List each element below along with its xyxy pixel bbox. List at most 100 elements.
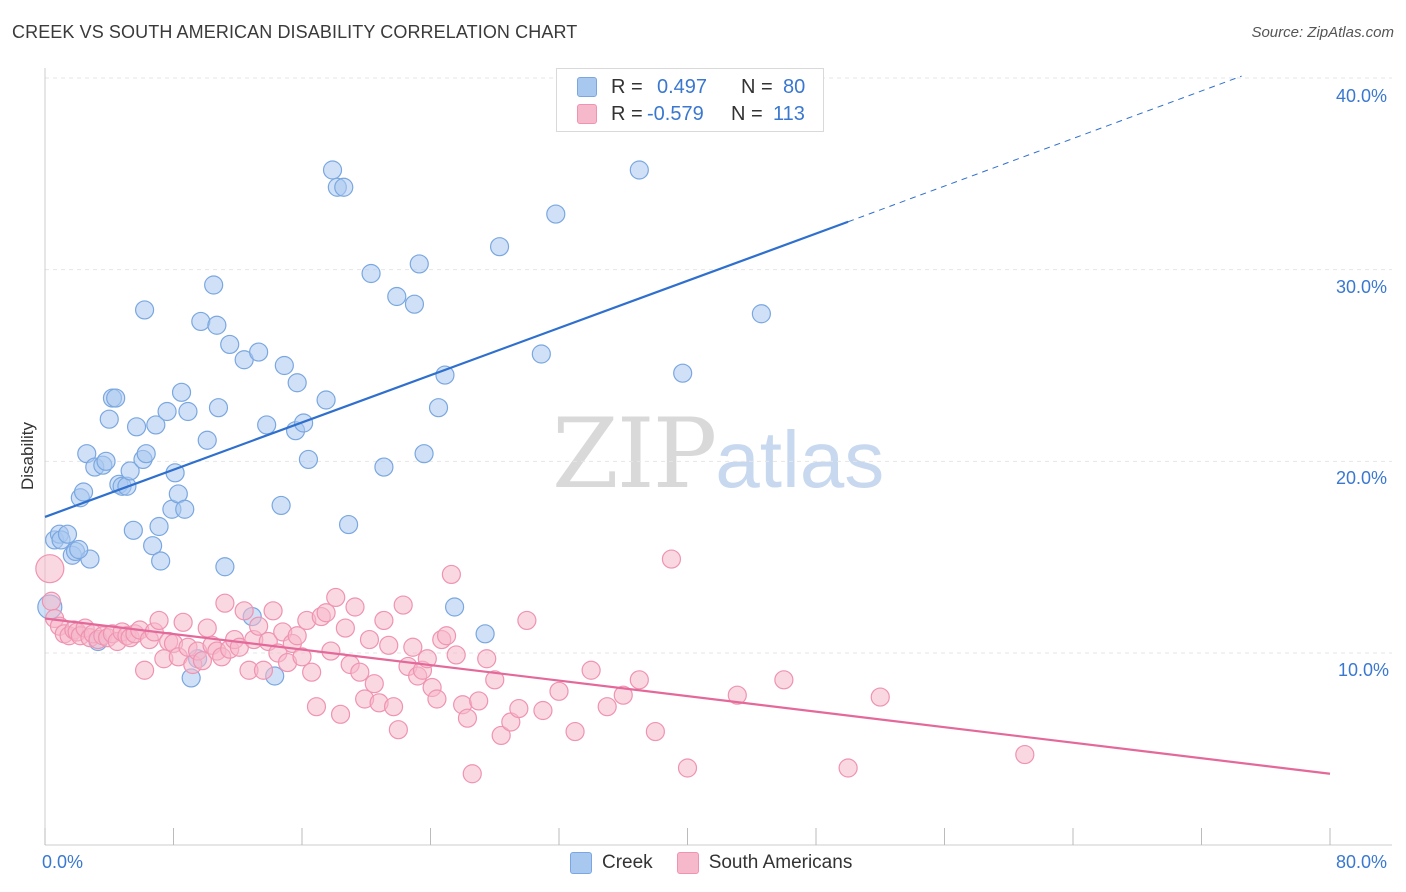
south-american-point (249, 616, 269, 636)
south-american-point (41, 591, 62, 611)
south-american-point (374, 610, 394, 631)
creek-point (298, 449, 319, 470)
creek-point (249, 342, 269, 362)
creek-point (123, 520, 143, 540)
watermark: ZIPatlas (552, 398, 884, 510)
south-american-point (597, 697, 617, 717)
creek-point (106, 388, 126, 408)
south-american-point (345, 597, 365, 617)
chart-source: Source: ZipAtlas.com (1251, 24, 1394, 41)
creek-point (204, 275, 224, 295)
south-american-point (335, 618, 355, 638)
creek-point (143, 536, 163, 556)
south-american-point (383, 697, 404, 717)
south-american-point (234, 601, 254, 621)
south-american-point (1015, 744, 1035, 765)
creek-point (99, 409, 119, 429)
watermark-atlas: atlas (715, 415, 885, 504)
south-american-point (263, 601, 283, 621)
south-american-point (485, 670, 505, 690)
creek-point (673, 363, 693, 383)
y-tick-label: 40.0% (1336, 86, 1388, 106)
creek-point (489, 237, 510, 257)
creek-point (178, 401, 198, 422)
creek-point (191, 311, 211, 332)
south-american-point (457, 708, 478, 728)
legend-label-creek: Creek (602, 852, 653, 873)
creek-point (404, 294, 425, 314)
south-american-point (316, 603, 336, 623)
creek-point (207, 315, 227, 335)
r-value: 0.497 (657, 75, 708, 98)
south-american-point (517, 610, 537, 631)
r-label: R = (611, 102, 643, 125)
south-american-point (287, 626, 307, 646)
creek-point (322, 160, 343, 180)
south-american-point (35, 554, 65, 584)
creek-point (629, 160, 649, 180)
creek-point (175, 499, 195, 519)
south-american-point (359, 629, 380, 650)
creek-point (271, 495, 291, 516)
south-american-point (462, 764, 482, 784)
creek-point (151, 551, 171, 571)
legend-item-creek[interactable]: Creek (570, 852, 653, 874)
creek-point (171, 382, 192, 402)
south-american-point (134, 660, 155, 680)
south-american-point (364, 674, 384, 694)
creek-point (149, 516, 169, 537)
south-american-point (215, 593, 235, 613)
south-american-point (427, 689, 447, 709)
creek-point (751, 304, 771, 324)
south-american-point (629, 670, 649, 690)
y-tick-label: 10.0% (1338, 660, 1390, 680)
creek-point (120, 461, 140, 481)
south-american-point (727, 685, 747, 705)
south-american-point (549, 681, 569, 701)
n-label: N = (731, 102, 763, 125)
creek-point (136, 444, 156, 464)
south-american-point (565, 721, 585, 742)
south-american-point (491, 725, 511, 746)
south-american-point (436, 626, 457, 646)
south-american-point (253, 660, 274, 680)
south-american-point (403, 637, 423, 657)
x-tick-label: 80.0% (1336, 852, 1388, 872)
south-american-point (192, 651, 213, 671)
correlation-legend: R = 0.497 N = 80 R = -0.579 N = 113 (556, 68, 824, 132)
y-tick-label: 20.0% (1336, 468, 1388, 488)
south-american-point (379, 635, 399, 655)
creek-point (287, 373, 307, 393)
creek-point (409, 254, 429, 274)
creek-point (208, 398, 229, 418)
south-americans-swatch (577, 104, 597, 124)
chart-title: CREEK VS SOUTH AMERICAN DISABILITY CORRE… (12, 22, 578, 42)
creek-point (316, 390, 336, 410)
creek-point (334, 177, 354, 197)
creek-point (444, 597, 465, 617)
creek-point (546, 204, 566, 224)
watermark-zip: ZIP (552, 398, 717, 510)
south-american-point (393, 595, 413, 615)
n-value: 113 (773, 102, 805, 125)
creek-point (96, 451, 116, 471)
creek-point (531, 344, 551, 364)
n-label: N = (741, 75, 773, 98)
south-american-point (441, 564, 461, 585)
r-value: -0.579 (647, 102, 704, 125)
creek-point (475, 624, 495, 644)
x-tick-label: 0.0% (42, 852, 84, 872)
y-axis-label: Disability (18, 421, 37, 491)
south-american-point (509, 698, 529, 719)
creek-point (134, 300, 155, 320)
south-american-point (306, 697, 327, 717)
trend-lines (44, 75, 1331, 775)
south-americans-swatch (676, 852, 699, 874)
legend-item-south-americans[interactable]: South Americans (676, 852, 852, 874)
creek-point (257, 415, 277, 435)
south-american-point (302, 662, 322, 682)
creek-point (220, 334, 240, 355)
creek-point (361, 263, 381, 284)
south-american-point (446, 645, 466, 665)
south-american-point (330, 704, 351, 724)
